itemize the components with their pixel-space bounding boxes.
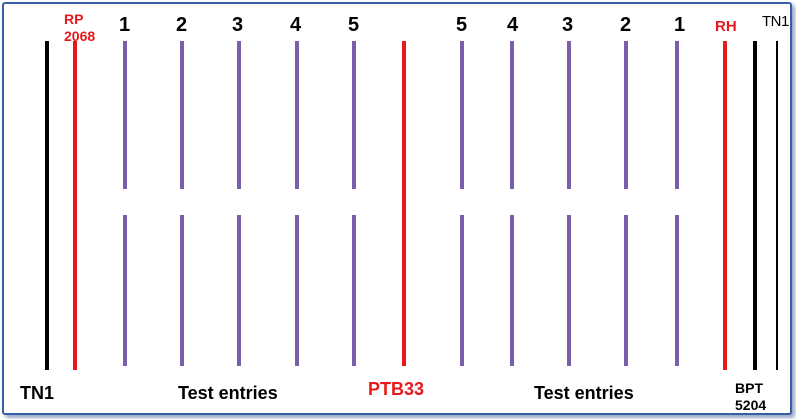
rp2068-label: RP 2068 (64, 11, 95, 45)
number-label-left-4: 4 (290, 14, 302, 36)
number-label-right-2: 2 (620, 14, 632, 36)
rh-label: RH (715, 18, 737, 35)
rh-bar (723, 41, 727, 370)
test-entry-right-2-bottom (624, 215, 628, 366)
test-entry-left-3-bottom (237, 215, 241, 366)
number-label-right-1: 1 (674, 14, 686, 36)
test-entry-right-1-bottom (675, 215, 679, 366)
test-entry-left-4-top (295, 41, 299, 189)
bpt5204-label-line2: 5204 (735, 397, 767, 413)
bpt5204-label-line1: BPT (735, 380, 763, 396)
test-entry-left-4-bottom (295, 215, 299, 366)
diagram-frame (2, 2, 792, 415)
number-label-right-3: 3 (562, 14, 574, 36)
test-entry-left-2-top (180, 41, 184, 189)
test-entry-right-4-top (510, 41, 514, 189)
tn1-left-bar (45, 41, 49, 370)
ptb33-label: PTB33 (368, 379, 425, 399)
bpt5204-label: BPT 5204 (735, 380, 766, 414)
test-entry-right-3-top (567, 41, 571, 189)
test-entry-right-3-bottom (567, 215, 571, 366)
bpt5204-bar (753, 41, 757, 370)
test-entry-left-2-bottom (180, 215, 184, 366)
rp2068-label-line2: 2068 (64, 28, 96, 44)
number-label-right-4: 4 (507, 14, 519, 36)
test-entry-left-5-top (352, 41, 356, 189)
test-entry-right-2-top (624, 41, 628, 189)
tn1-left-label: TN1 (20, 383, 55, 403)
test-entry-right-1-top (675, 41, 679, 189)
test-entry-right-5-top (460, 41, 464, 189)
rp2068-bar (73, 41, 77, 370)
ptb33-bar (402, 41, 406, 366)
test-entry-right-5-bottom (460, 215, 464, 366)
rp2068-label-line1: RP (64, 11, 84, 27)
number-label-left-1: 1 (119, 14, 131, 36)
test-entry-left-5-bottom (352, 215, 356, 366)
test-entries-right-label: Test entries (534, 383, 634, 403)
test-entry-left-1-top (123, 41, 127, 189)
number-label-left-3: 3 (232, 14, 244, 36)
tn1-right-bar (776, 41, 778, 370)
number-label-right-5: 5 (456, 14, 468, 36)
test-entry-left-1-bottom (123, 215, 127, 366)
number-label-left-5: 5 (348, 14, 360, 36)
tn1-right-label: TN1 (762, 13, 789, 30)
test-entries-left-label: Test entries (178, 383, 278, 403)
number-label-left-2: 2 (176, 14, 188, 36)
test-entry-left-3-top (237, 41, 241, 189)
test-entry-right-4-bottom (510, 215, 514, 366)
